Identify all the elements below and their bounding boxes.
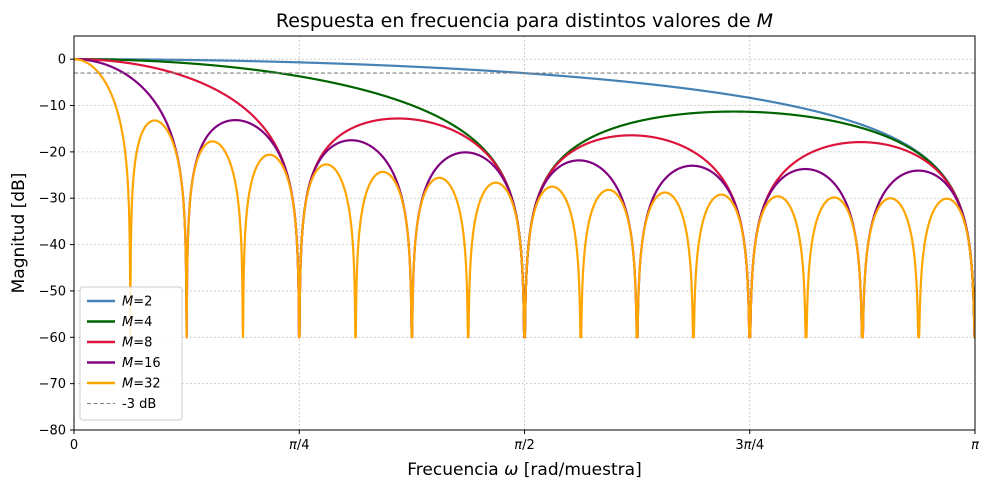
title-text: Respuesta en frecuencia para distintos v…	[276, 10, 757, 32]
y-tick-label: −40	[39, 238, 66, 253]
y-tick-label: −80	[39, 424, 66, 439]
chart-title: Respuesta en frecuencia para distintos v…	[276, 10, 773, 32]
title-variable: M	[757, 10, 773, 32]
legend-label: -3 dB	[122, 397, 156, 412]
y-axis-label: Magnitud [dB]	[9, 173, 29, 294]
x-axis-label: Frecuencia ω [rad/muestra]	[407, 460, 641, 480]
legend-label: M=4	[122, 315, 152, 330]
y-tick-label: −70	[39, 377, 66, 392]
y-tick-label: −30	[39, 192, 66, 207]
y-tick-label: −20	[39, 145, 66, 160]
y-tick-label: 0	[58, 53, 66, 68]
series-line-M32	[74, 58, 975, 339]
legend-box	[79, 286, 183, 421]
axis-ticks: 0 π/4 π/2 3π/4 π 0 −10 −20 −30 −40 −50 −60 −70 −80	[39, 53, 980, 453]
legend-label: M=16	[122, 356, 161, 371]
y-tick-label: −10	[39, 99, 66, 114]
y-tick-label: −50	[39, 284, 66, 299]
x-tick-label: 0	[70, 438, 78, 453]
x-tick-label: π/4	[289, 438, 309, 453]
x-tick-label: π	[971, 438, 979, 453]
x-tick-label: π/2	[514, 438, 534, 453]
legend-label: M=32	[122, 377, 161, 392]
legend-label: M=8	[122, 336, 152, 351]
plot-area	[74, 58, 975, 339]
legend: M=2 M=4 M=8 M=16 M=32 -3 dB	[79, 286, 183, 421]
x-tick-label: 3π/4	[735, 438, 764, 453]
y-tick-label: −60	[39, 331, 66, 346]
legend-label: M=2	[122, 295, 152, 310]
